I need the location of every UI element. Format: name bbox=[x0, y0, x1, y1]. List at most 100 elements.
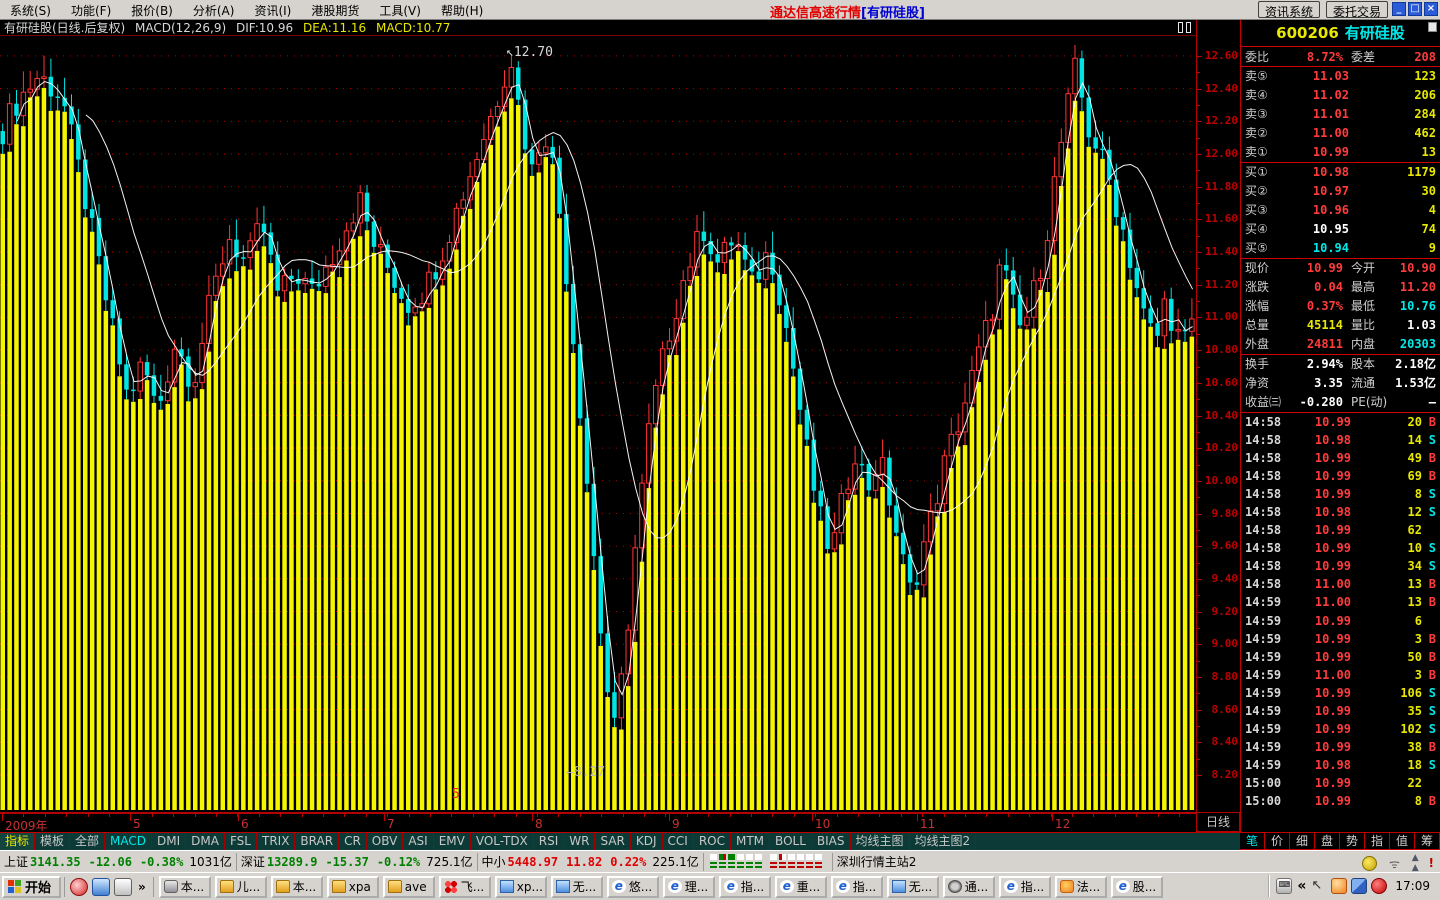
taskbar-window-button[interactable]: e 悠... bbox=[606, 875, 659, 898]
weibi-label: 委比 bbox=[1245, 50, 1270, 64]
menu-item[interactable]: 功能(F) bbox=[70, 4, 112, 18]
macd-value: MACD:10.77 bbox=[376, 21, 451, 35]
menu-item[interactable]: 系统(S) bbox=[10, 4, 51, 18]
indicator-tab[interactable]: BRAR bbox=[295, 833, 340, 851]
keyboard-icon[interactable]: ⌨ bbox=[1276, 878, 1293, 894]
media-player-icon[interactable] bbox=[70, 877, 89, 896]
indicator-tab[interactable]: WR bbox=[564, 833, 596, 851]
trade-tab[interactable]: 价 bbox=[1265, 833, 1290, 850]
taskbar-window-button[interactable]: 无... bbox=[886, 875, 939, 898]
tick-list[interactable]: 14:58 10.99 20 B 14:58 10.98 14 S 14:58 … bbox=[1241, 413, 1440, 810]
panel-corner-box[interactable] bbox=[1428, 22, 1437, 32]
taskbar-window-button[interactable]: 本... bbox=[158, 875, 211, 898]
indicator-tab[interactable]: ASI bbox=[403, 833, 434, 851]
minimize-button[interactable]: _ bbox=[1392, 2, 1406, 16]
alert-icon[interactable]: ! bbox=[1428, 856, 1434, 870]
menu-item[interactable]: 资讯(I) bbox=[254, 4, 292, 18]
bid-row[interactable]: 买④ 10.95 74 bbox=[1245, 222, 1436, 236]
messenger-icon[interactable] bbox=[1331, 878, 1348, 894]
bid-row[interactable]: 买⑤ 10.94 9 bbox=[1245, 241, 1436, 255]
bid-row[interactable]: 买① 10.98 1179 bbox=[1245, 165, 1436, 179]
indicator-tab[interactable]: OBV bbox=[367, 833, 404, 851]
app-title: 通达信高速行情 bbox=[770, 6, 862, 21]
taskbar-window-button[interactable]: e 指... bbox=[998, 875, 1051, 898]
trade-tab[interactable]: 指 bbox=[1365, 833, 1390, 850]
menu-item[interactable]: 帮助(H) bbox=[440, 4, 484, 18]
index-quote[interactable]: 深证 13289.9 -15.37 -0.12% 725.1亿 bbox=[237, 852, 478, 871]
taskbar-window-button[interactable]: 无... bbox=[550, 875, 603, 898]
bid-row[interactable]: 买③ 10.96 4 bbox=[1245, 203, 1436, 217]
ask-row[interactable]: 卖① 10.99 13 bbox=[1245, 145, 1436, 159]
antenna-icon[interactable]: ᯤ bbox=[1388, 856, 1400, 871]
tray-chevron[interactable]: « bbox=[1297, 878, 1307, 894]
ask-row[interactable]: 卖④ 11.02 206 bbox=[1245, 88, 1436, 102]
kline-chart[interactable]: ↖12.70 ←8.27 5 bbox=[0, 36, 1196, 812]
trade-tab[interactable]: 笔 bbox=[1240, 833, 1265, 850]
taskbar-window-button[interactable]: xpa bbox=[326, 875, 379, 898]
indicator-tab[interactable]: KDJ bbox=[631, 833, 663, 851]
info-system-button[interactable]: 资讯系统 bbox=[1257, 1, 1320, 19]
start-button[interactable]: 开始 bbox=[2, 875, 62, 898]
indicator-tab[interactable]: CCI bbox=[663, 833, 694, 851]
indicator-tab[interactable]: RSI bbox=[534, 833, 565, 851]
menu-item[interactable]: 工具(V) bbox=[379, 4, 421, 18]
security-icon[interactable] bbox=[1371, 878, 1388, 894]
indicator-tab[interactable]: CR bbox=[339, 833, 367, 851]
trade-tab[interactable]: 盘 bbox=[1315, 833, 1340, 850]
indicator-tab[interactable]: 指标 bbox=[0, 833, 36, 851]
taskbar-window-button[interactable]: 飞... bbox=[438, 875, 491, 898]
indicator-tab[interactable]: EMV bbox=[434, 833, 471, 851]
indicator-tab[interactable]: 全部 bbox=[70, 833, 106, 851]
uplink-arrows-icon[interactable]: ▲ ▲ bbox=[1411, 853, 1419, 873]
indicator-tab[interactable]: TRIX bbox=[257, 833, 296, 851]
taskbar-window-button[interactable]: e 股... bbox=[1110, 875, 1163, 898]
indicator-tab[interactable]: BIAS bbox=[812, 833, 851, 851]
trade-button[interactable]: 委托交易 bbox=[1325, 1, 1388, 19]
taskbar-window-button[interactable]: e 重... bbox=[774, 875, 827, 898]
taskbar-window-button[interactable]: 法... bbox=[1054, 875, 1107, 898]
bid-row[interactable]: 买② 10.97 30 bbox=[1245, 184, 1436, 198]
taskbar-window-button[interactable]: 儿... bbox=[214, 875, 267, 898]
trade-tab[interactable]: 筹 bbox=[1415, 833, 1440, 850]
indicator-tab[interactable]: 模板 bbox=[35, 833, 71, 851]
trade-tab[interactable]: 细 bbox=[1290, 833, 1315, 850]
indicator-tab[interactable]: DMA bbox=[186, 833, 225, 851]
coin-icon[interactable] bbox=[1362, 855, 1378, 871]
indicator-tab[interactable]: 均线主图2 bbox=[910, 833, 977, 851]
ask-row[interactable]: 卖② 11.00 462 bbox=[1245, 126, 1436, 140]
taskbar-window-button[interactable]: xp... bbox=[494, 875, 547, 898]
trade-tab[interactable]: 势 bbox=[1340, 833, 1365, 850]
menu-item[interactable]: 分析(A) bbox=[192, 4, 235, 18]
indicator-tab[interactable]: 均线主图 bbox=[851, 833, 910, 851]
index-quote[interactable]: 中小 5448.97 11.82 0.22% 225.1亿 bbox=[478, 852, 704, 871]
trade-tab[interactable]: 值 bbox=[1390, 833, 1415, 850]
indicator-tab[interactable]: MACD bbox=[105, 833, 153, 851]
indicator-tab[interactable]: FSL bbox=[225, 833, 257, 851]
kline-chart-area[interactable]: ↖12.70 ←8.27 5 bbox=[0, 36, 1196, 812]
network-icon[interactable] bbox=[1351, 878, 1368, 894]
indicator-tab[interactable]: BOLL bbox=[770, 833, 812, 851]
index-quote[interactable]: 上证 3141.35 -12.06 -0.38% 1031亿 bbox=[0, 852, 237, 871]
menu-item[interactable]: 报价(B) bbox=[131, 4, 173, 18]
taskbar-window-button[interactable]: e 理... bbox=[662, 875, 715, 898]
indicator-tab[interactable]: VOL-TDX bbox=[471, 833, 534, 851]
taskbar-window-button[interactable]: 本... bbox=[270, 875, 323, 898]
restore-button[interactable]: □ bbox=[1408, 2, 1422, 16]
indicator-tab[interactable]: MTM bbox=[731, 833, 771, 851]
indicator-tab[interactable]: DMI bbox=[152, 833, 187, 851]
ask-row[interactable]: 卖③ 11.01 284 bbox=[1245, 107, 1436, 121]
taskbar-window-button[interactable]: ave bbox=[382, 875, 435, 898]
taskbar-window-button[interactable]: e 指... bbox=[830, 875, 883, 898]
indicator-tab[interactable]: ROC bbox=[694, 833, 731, 851]
quicklaunch-chevron[interactable]: » bbox=[138, 879, 146, 894]
notepad-icon[interactable] bbox=[92, 877, 111, 896]
close-button[interactable]: × bbox=[1424, 2, 1438, 16]
mouse-tool-icon[interactable]: ↖ bbox=[1311, 878, 1323, 893]
ask-row[interactable]: 卖⑤ 11.03 123 bbox=[1245, 69, 1436, 83]
show-desktop-icon[interactable] bbox=[114, 877, 133, 896]
taskbar-window-button[interactable]: 通... bbox=[942, 875, 995, 898]
taskbar-window-button[interactable]: e 指... bbox=[718, 875, 771, 898]
menu-item[interactable]: 港股期货 bbox=[311, 4, 360, 18]
compress-bars-icon[interactable] bbox=[1178, 22, 1192, 33]
indicator-tab[interactable]: SAR bbox=[595, 833, 631, 851]
